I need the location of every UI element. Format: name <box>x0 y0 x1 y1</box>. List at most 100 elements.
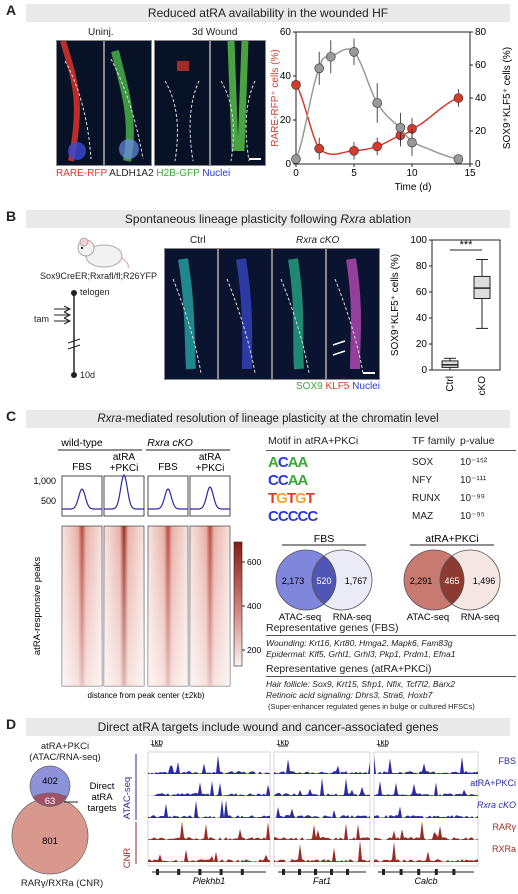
motif-row: TGTGT RUNX 10⁻⁹⁹ <box>268 490 518 508</box>
track-name: atRA+PKCi <box>470 778 516 788</box>
panel-b-title: Spontaneous lineage plasticity following… <box>26 210 510 228</box>
colorbar <box>233 541 243 667</box>
stain-h2b: H2B-GFP <box>156 168 200 179</box>
group-wild-type: wild-type <box>60 437 103 449</box>
track-name: Rxra cKO <box>477 800 516 810</box>
track-name: FBS <box>498 756 516 766</box>
venn-d-mid-value: 63 <box>45 796 56 807</box>
scale-label: 1kb <box>276 740 289 747</box>
locus-frame <box>147 751 271 867</box>
panel-c-title-gene: Rxra <box>97 413 122 425</box>
direct-targets-label: targets <box>87 803 116 814</box>
timeline-diagram <box>54 290 81 378</box>
gene-exon <box>198 869 202 875</box>
venn-d-top-value: 402 <box>42 776 58 787</box>
motif-tf: NFY <box>412 475 432 486</box>
track-signal <box>374 821 478 840</box>
venn-title: atRA+PKCi <box>425 533 478 545</box>
direct-targets-label: Direct <box>90 781 115 792</box>
rep-pkci-title: Representative genes (atRA+PKCi) <box>266 663 516 677</box>
gene-exon <box>346 869 349 875</box>
track-signal <box>148 780 270 796</box>
micrograph-cko-2 <box>326 248 380 380</box>
category-label: Ctrl <box>445 376 456 392</box>
panel-a-stain-legend: RARE-RFP ALDH1A2 H2B-GFP Nuclei <box>56 168 230 179</box>
heatmap-fade <box>104 526 144 686</box>
colorbar-tick-label: 600 <box>247 557 261 567</box>
column-label: FBS <box>72 462 92 473</box>
profile-ytick: 500 <box>41 496 56 506</box>
track-signal <box>274 806 370 818</box>
panel-b-letter: B <box>6 208 17 224</box>
venn-fbs: FBS 2,173 520 1,767 ATAC-seq RNA-seq <box>275 533 373 623</box>
venn-left-value: 2,291 <box>410 576 433 586</box>
motif-header: Motif in atRA+PKCi <box>268 435 359 447</box>
data-point-1 <box>372 98 382 108</box>
track-signal <box>274 823 370 840</box>
heatmap-ylabel: atRA-responsive peaks <box>32 557 43 655</box>
motif-pvalue: 10⁻⁹⁹ <box>460 493 485 504</box>
x-tick-label: 10 <box>406 168 418 179</box>
panel-b-stain-legend: SOX9 KLF5 Nuclei <box>296 381 380 392</box>
significance-label: *** <box>460 239 474 251</box>
gene-exon <box>330 869 333 875</box>
genome-tracks: ATAC-seq CNR 1kb Plekhb1 1kb Fat1 1kb Calcb FBS a… <box>122 740 516 886</box>
track-signal <box>374 841 478 862</box>
track-signal <box>148 799 270 818</box>
panel-b-title-gene: Rxra <box>340 212 366 226</box>
venn-title: FBS <box>314 533 334 545</box>
gene-exon <box>314 869 317 875</box>
stain-aldh: ALDH1A2 <box>109 168 154 179</box>
motif-table-rule <box>266 450 516 451</box>
category-label: cKO <box>477 376 488 396</box>
assay-atac-label: ATAC-seq <box>122 777 133 819</box>
box-frame <box>431 239 501 371</box>
gene-exon <box>434 869 438 875</box>
venn-d-overlap <box>32 792 68 807</box>
x-tick-label: 15 <box>464 168 476 179</box>
motif-table: ACAA SOX 10⁻¹⁵² CCAA NFY 10⁻¹¹¹ TGTGT RUNX 10⁻⁹⁹… <box>268 454 518 530</box>
y-tick-label: 40 <box>416 313 428 324</box>
scale-label: 1kb <box>150 740 163 747</box>
gene-exon <box>177 869 181 875</box>
track-signal <box>148 755 270 774</box>
venn-mid-value: 465 <box>444 576 459 586</box>
panel-a-title: Reduced atRA availability in the wounded… <box>26 4 510 22</box>
motif-logo: CCCCC <box>268 508 318 525</box>
gene-exon <box>282 869 285 875</box>
colorbar-tick-label: 400 <box>247 601 261 611</box>
heatmap-fade <box>62 526 102 686</box>
assay-cnr-label: CNR <box>122 848 133 869</box>
gene-name: Fat1 <box>313 876 331 886</box>
heatmap-fade <box>148 526 188 686</box>
micrograph-uninj-2 <box>104 40 152 166</box>
rep-pkci-line-1: Hair follicle: Sox9, Krt15, Sfrp1, Nfix,… <box>266 679 456 689</box>
y-tick-label: 60 <box>416 287 428 298</box>
x-tick-label: 0 <box>293 168 299 179</box>
track-name: RARγ <box>492 822 516 832</box>
venn-left-value: 2,173 <box>282 576 305 586</box>
motif-tf: RUNX <box>412 493 441 504</box>
track-signal <box>274 759 370 774</box>
data-point-1 <box>349 46 359 57</box>
column-label: +PKCi <box>110 463 139 474</box>
super-enhancer-footnote: (Super-enhancer regulated genes in bulge… <box>268 702 475 711</box>
x-tick-label: 5 <box>351 168 357 179</box>
gene-exon <box>452 869 456 875</box>
y-right-tick-label: 40 <box>475 93 487 104</box>
profile-ytick: 1,000 <box>33 476 56 486</box>
panel-c-title: Rxra-mediated resolution of lineage plas… <box>26 410 510 428</box>
track-signal <box>374 806 478 818</box>
gene-exon <box>240 869 244 875</box>
y-left-tick-label: 60 <box>280 27 292 38</box>
gene-exon <box>399 869 403 875</box>
y-tick-label: 20 <box>416 339 428 350</box>
gene-name: Calcb <box>414 876 437 886</box>
track-signal <box>148 821 270 840</box>
track-signal <box>274 840 370 862</box>
micrograph-ctrl-1 <box>164 248 218 380</box>
wound-label: 3d Wound <box>192 27 238 38</box>
peak-profile <box>148 488 188 510</box>
